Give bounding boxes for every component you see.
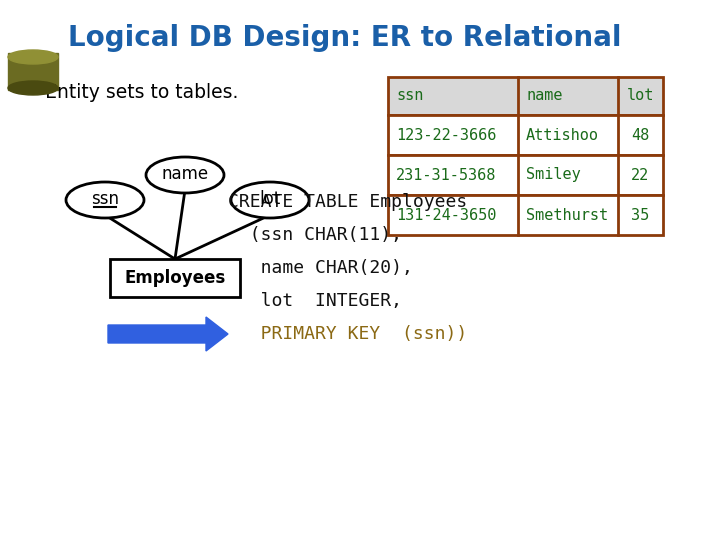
Text: 35: 35	[631, 207, 649, 222]
Text: Logical DB Design: ER to Relational: Logical DB Design: ER to Relational	[68, 24, 621, 52]
Text: name CHAR(20),: name CHAR(20),	[228, 259, 413, 277]
Text: 123-22-3666: 123-22-3666	[396, 127, 496, 143]
Bar	[8, 53, 58, 90]
Bar	[388, 115, 663, 155]
Text: (ssn CHAR(11),: (ssn CHAR(11),	[228, 226, 402, 244]
Text: 48: 48	[631, 127, 649, 143]
Text: lot: lot	[627, 89, 654, 104]
Text: 231-31-5368: 231-31-5368	[396, 167, 496, 183]
Text: ssn: ssn	[91, 190, 119, 208]
Ellipse shape	[231, 182, 309, 218]
Text: • Entity sets to tables.: • Entity sets to tables.	[28, 83, 238, 102]
Text: Attishoo: Attishoo	[526, 127, 599, 143]
Text: Smiley: Smiley	[526, 167, 581, 183]
Text: Employees: Employees	[125, 269, 225, 287]
Text: PRIMARY KEY  (ssn)): PRIMARY KEY (ssn))	[228, 325, 467, 343]
Text: name: name	[526, 89, 562, 104]
Bar	[388, 195, 663, 235]
Text: name: name	[161, 165, 209, 183]
Text: 22: 22	[631, 167, 649, 183]
Bar	[388, 155, 663, 195]
Ellipse shape	[146, 157, 224, 193]
Bar	[388, 77, 663, 115]
Text: ssn: ssn	[396, 89, 423, 104]
Ellipse shape	[66, 182, 144, 218]
Bar	[110, 259, 240, 297]
Ellipse shape	[8, 50, 58, 64]
Text: CREATE TABLE Employees: CREATE TABLE Employees	[228, 193, 467, 211]
Text: Smethurst: Smethurst	[526, 207, 608, 222]
FancyArrow shape	[108, 317, 228, 351]
Text: lot: lot	[259, 190, 281, 208]
Text: lot  INTEGER,: lot INTEGER,	[228, 292, 402, 310]
Text: 131-24-3650: 131-24-3650	[396, 207, 496, 222]
Ellipse shape	[8, 81, 58, 95]
